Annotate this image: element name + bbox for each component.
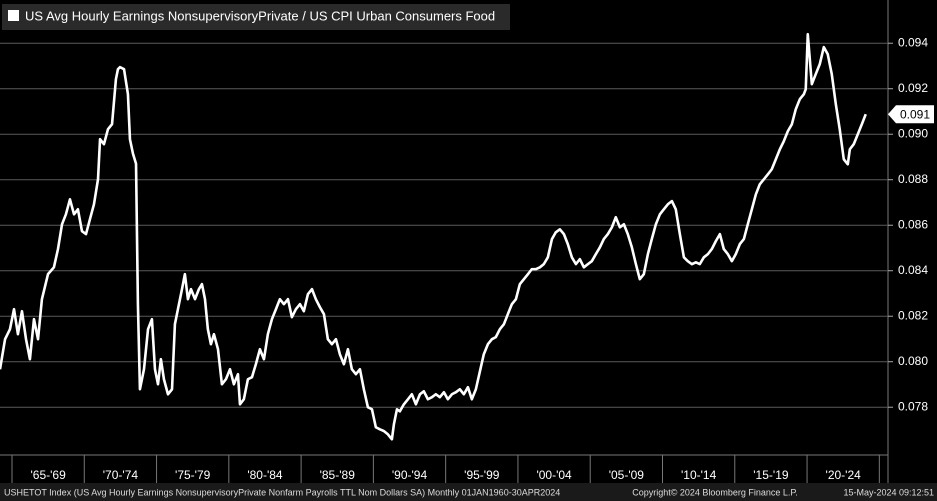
- last-value-box: [888, 105, 934, 124]
- y-tick-label: 0.080: [898, 354, 928, 368]
- y-tick-label: 0.084: [898, 263, 928, 277]
- y-tick-label: 0.086: [898, 217, 928, 231]
- legend-swatch: [8, 10, 19, 21]
- x-tick-label: '10-'14: [681, 468, 717, 482]
- y-tick-label: 0.092: [898, 81, 928, 95]
- y-tick-label: 0.090: [898, 126, 928, 140]
- x-tick-label: '80-'84: [247, 468, 283, 482]
- footer-center: Copyright© 2024 Bloomberg Finance L.P.: [632, 487, 798, 497]
- x-tick-label: '65-'69: [30, 468, 66, 482]
- series-line: [0, 32, 867, 441]
- legend-box: [2, 4, 510, 30]
- footer-right: 15-May-2024 09:12:51: [843, 487, 934, 497]
- legend-label: US Avg Hourly Earnings NonsupervisoryPri…: [25, 8, 495, 23]
- x-tick-label: '70-'74: [103, 468, 139, 482]
- y-tick-label: 0.078: [898, 399, 928, 413]
- x-tick-label: '95-'99: [464, 468, 500, 482]
- y-tick-label: 0.088: [898, 172, 928, 186]
- y-tick-label: 0.082: [898, 308, 928, 322]
- last-value-label: 0.091: [900, 107, 930, 121]
- x-tick-label: '05-'09: [609, 468, 645, 482]
- footer-left: USHETOT Index (US Avg Hourly Earnings No…: [4, 487, 560, 497]
- x-tick-label: '00-'04: [536, 468, 572, 482]
- x-tick-label: '75-'79: [175, 468, 211, 482]
- y-tick-label: 0.094: [898, 35, 928, 49]
- x-tick-label: '20-'24: [826, 468, 862, 482]
- x-tick-label: '15-'19: [753, 468, 789, 482]
- x-tick-label: '85-'89: [320, 468, 356, 482]
- footer-bar: [0, 483, 937, 501]
- x-tick-label: '90-'94: [392, 468, 428, 482]
